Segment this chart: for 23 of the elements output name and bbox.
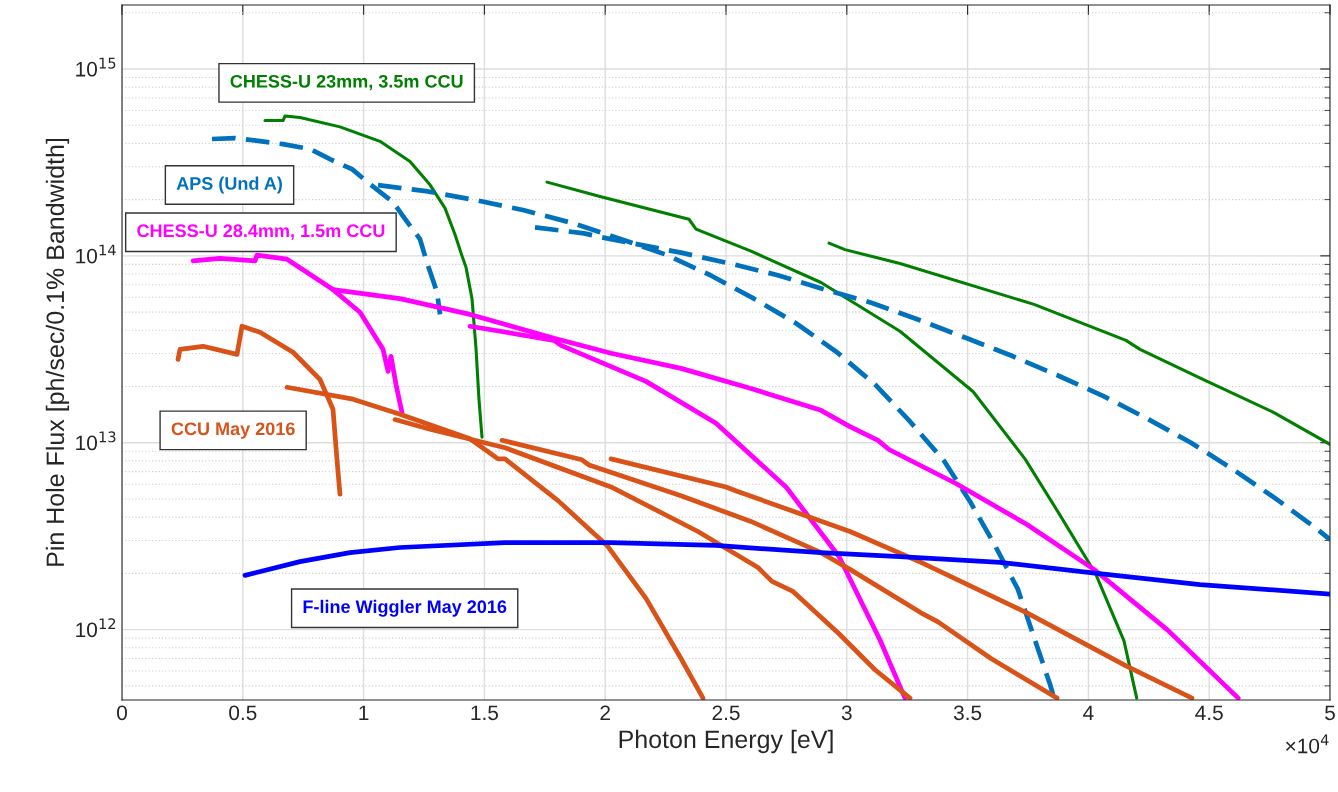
x-tick-label: 4 bbox=[1083, 705, 1094, 720]
y-tick-label: 10$^{12}$ bbox=[76, 618, 116, 638]
x-tick-label: 2 bbox=[600, 705, 610, 720]
y-tick-label: 10$^{13}$ bbox=[76, 431, 116, 451]
y-axis-title: Pin Hole Flux [ph/sec/0.1% Bandwidth] bbox=[45, 138, 70, 566]
x-tick-label: 1.5 bbox=[471, 705, 499, 721]
x-tick-label: 0 bbox=[117, 705, 127, 721]
text: F-line Wiggler May 2016 bbox=[303, 599, 507, 617]
x-tick-label: 2.5 bbox=[712, 705, 740, 721]
y-tick-label: 10$^{14}$ bbox=[76, 244, 116, 264]
series-label: APS (Und A) bbox=[176, 176, 282, 194]
series-label: CHESS-U 28.4mm, 1.5m CCU bbox=[137, 224, 385, 240]
x-tick-label: 1 bbox=[359, 705, 369, 720]
x-tick-label: 3 bbox=[841, 705, 852, 721]
x-tick-label: 0.5 bbox=[229, 705, 257, 721]
x-tick-label: 4.5 bbox=[1195, 705, 1223, 721]
text: ×10$^{4}$ bbox=[1286, 734, 1329, 754]
text: CHESS-U 23mm, 3.5m CCU bbox=[230, 74, 463, 91]
y-tick-label: 10$^{15}$ bbox=[76, 57, 116, 77]
x-tick-label: 5 bbox=[1325, 705, 1335, 721]
x-tick-label: 3.5 bbox=[953, 705, 982, 721]
text: CCU May 2016 bbox=[171, 422, 295, 439]
x-axis-title: Photon Energy [eV] bbox=[619, 729, 833, 754]
